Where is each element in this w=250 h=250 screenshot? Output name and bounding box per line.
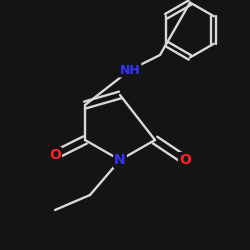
Text: O: O <box>179 153 191 167</box>
Text: O: O <box>49 148 61 162</box>
Text: NH: NH <box>120 64 141 76</box>
Text: N: N <box>114 153 126 167</box>
